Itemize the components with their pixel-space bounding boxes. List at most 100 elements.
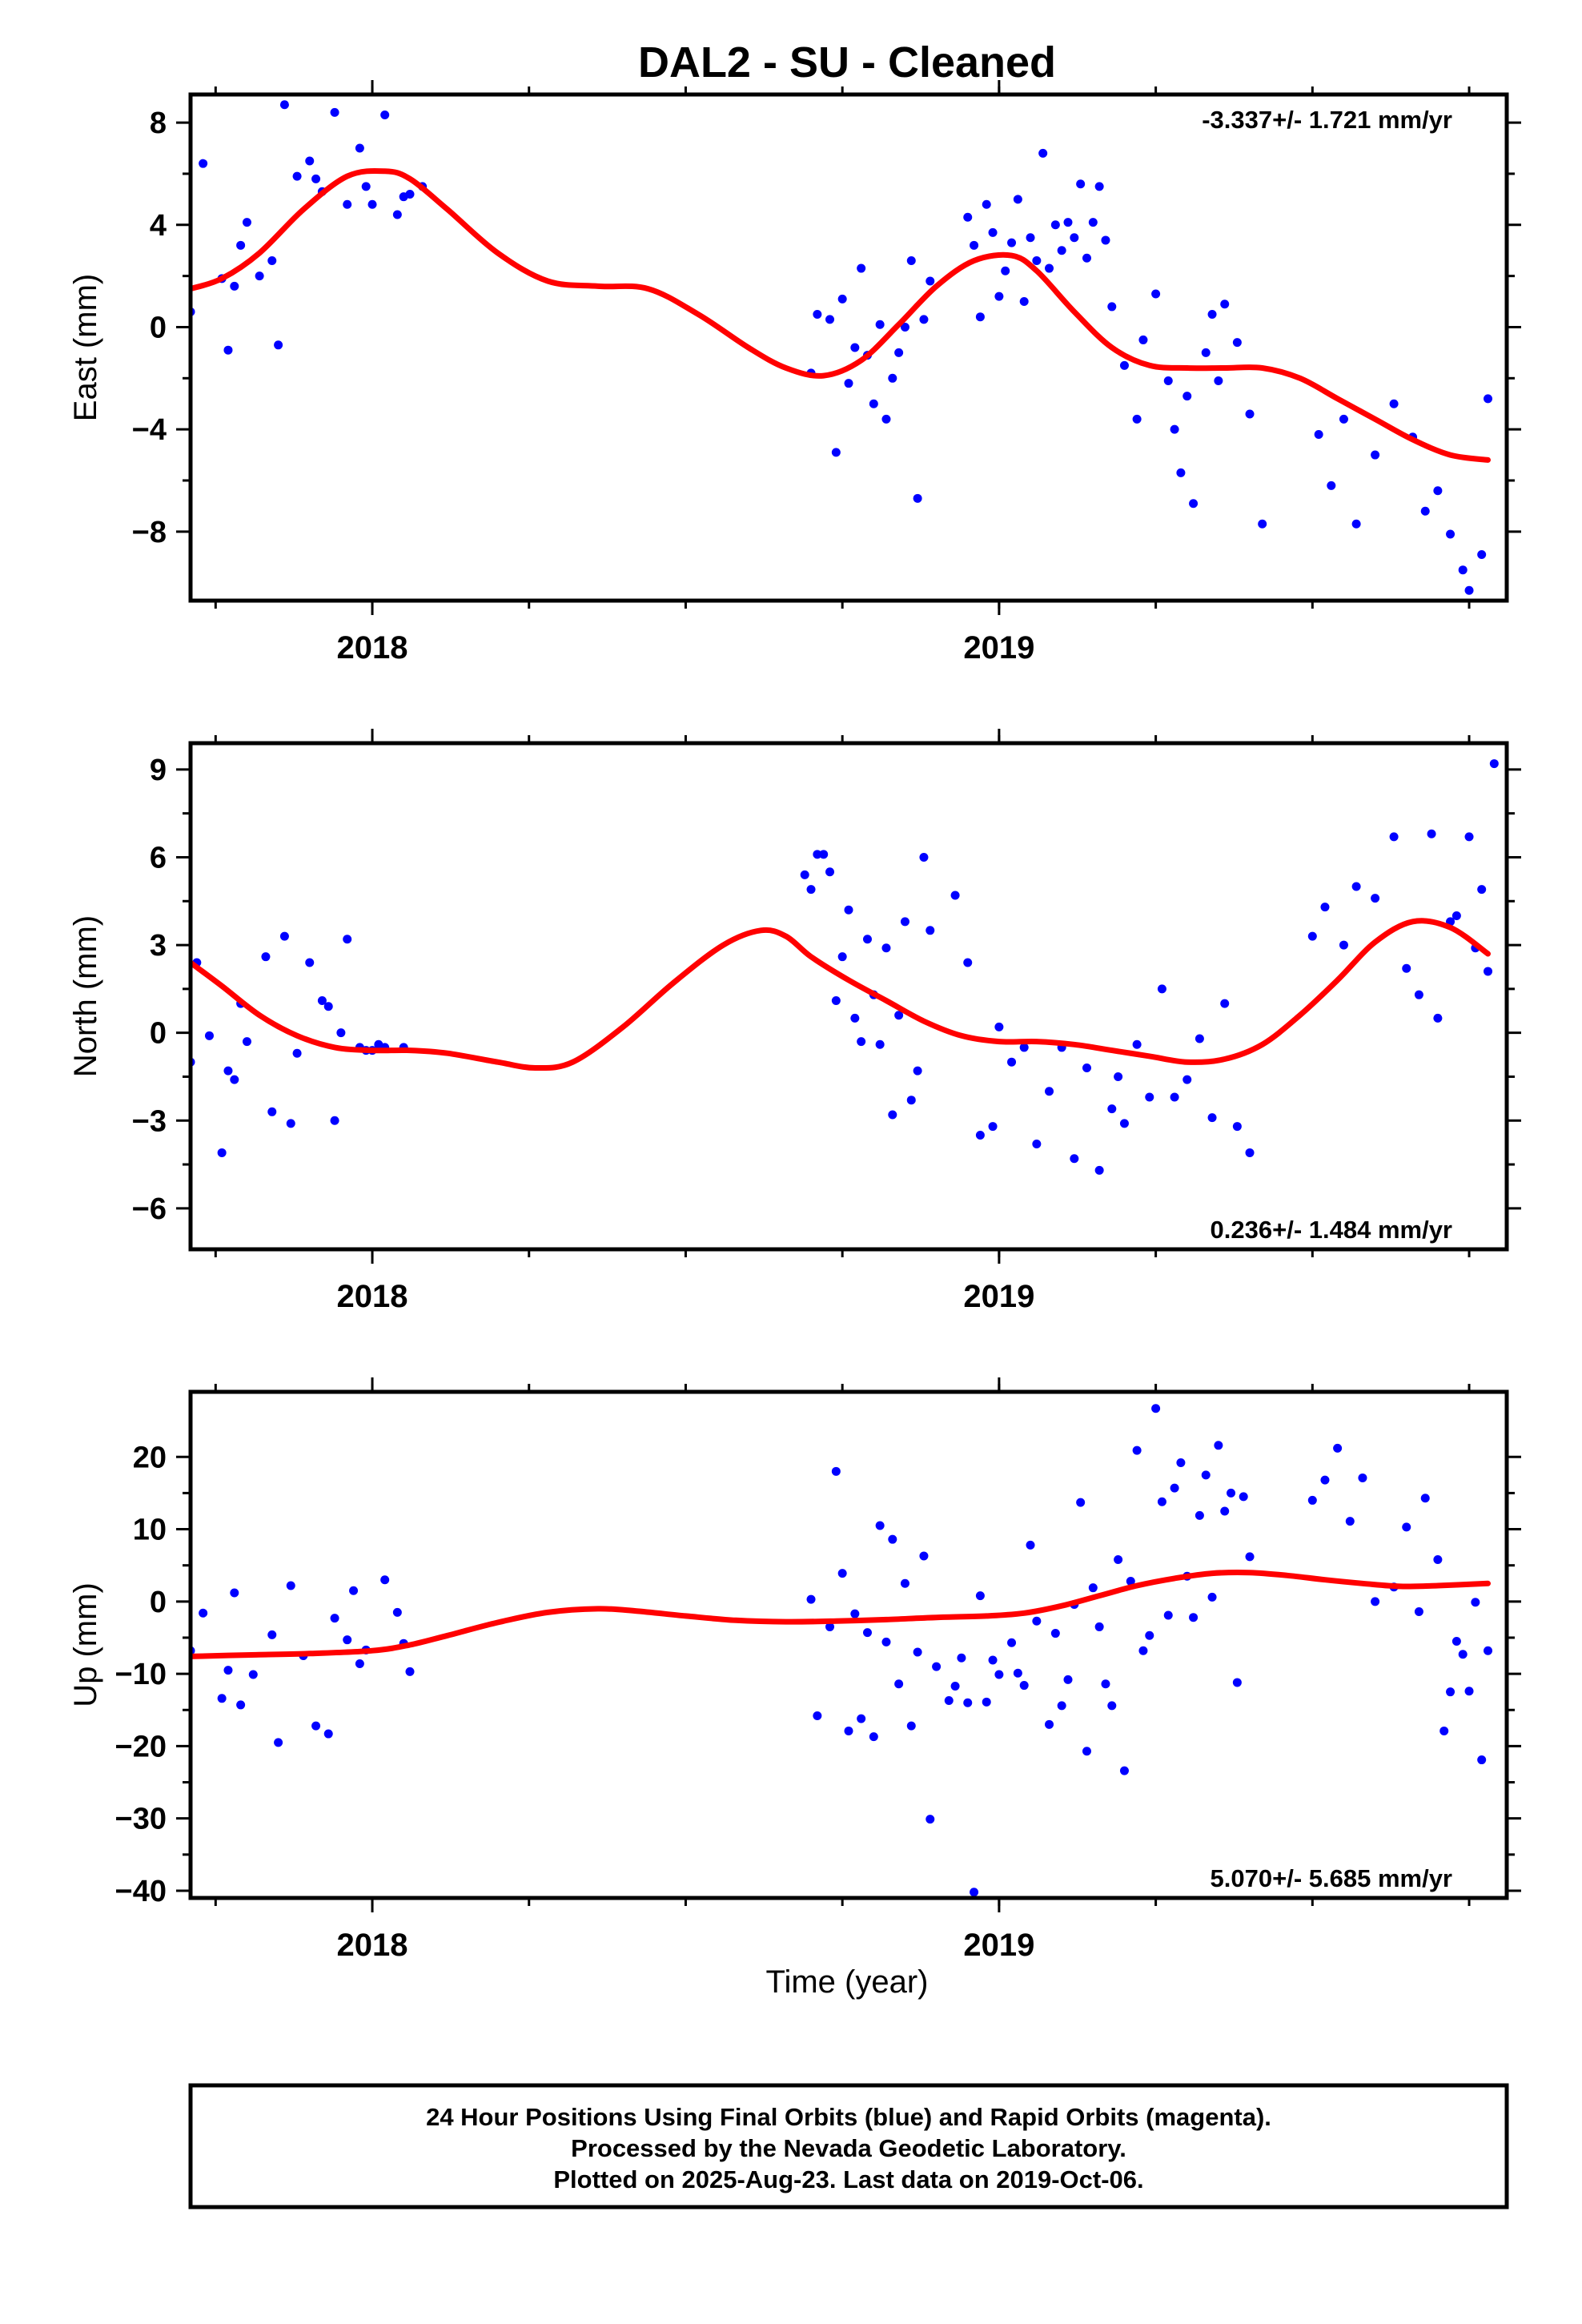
data-point [1207, 310, 1217, 320]
plot-frame [188, 741, 1509, 1252]
data-point [1207, 1592, 1217, 1602]
data-point [800, 870, 809, 879]
data-point [862, 935, 872, 944]
data-point [813, 310, 822, 320]
data-point [242, 1037, 251, 1047]
data-point [1050, 1629, 1060, 1638]
data-point [1057, 1701, 1066, 1711]
data-point [217, 1148, 227, 1157]
data-point [1227, 1488, 1236, 1498]
data-point [1220, 300, 1230, 309]
data-point [963, 1698, 973, 1707]
data-point [1414, 990, 1423, 999]
data-point [1157, 1497, 1166, 1506]
data-point [1232, 1122, 1242, 1132]
data-point [1138, 1646, 1148, 1655]
north-panel: 2018 2019 9 6 3 0 −3 −6 North (mm) 0.236+/- 1.484… [68, 729, 1521, 1314]
data-point [994, 292, 1004, 301]
data-point [255, 271, 264, 281]
data-point [305, 958, 315, 967]
y-tick-label: −30 [115, 1803, 167, 1836]
data-point [248, 1670, 258, 1679]
data-point [844, 1726, 853, 1735]
data-point [1307, 1495, 1317, 1505]
data-point [1371, 1597, 1380, 1606]
data-point [1464, 1687, 1474, 1696]
data-point [881, 1637, 891, 1647]
data-point [1070, 1154, 1079, 1164]
data-point [837, 294, 847, 304]
data-point [825, 867, 835, 877]
data-point [223, 345, 233, 355]
data-point [831, 995, 841, 1005]
footer-line-2: Processed by the Nevada Geodetic Laborat… [571, 2134, 1126, 2162]
data-point [343, 935, 352, 944]
data-point [355, 143, 364, 153]
data-point [1070, 233, 1079, 243]
data-point [1076, 179, 1086, 189]
data-point [1351, 519, 1361, 529]
data-point [1057, 246, 1066, 255]
data-point [831, 448, 841, 457]
data-point [1082, 1063, 1091, 1073]
east-panel: 2018 2019 8 4 0 −4 −8 East (mm) -3.337+/- 1.721 … [68, 80, 1521, 665]
data-point [906, 1096, 916, 1105]
data-point [1245, 409, 1255, 419]
data-point [1452, 1636, 1461, 1646]
plot-frame [188, 1389, 1509, 1900]
data-point [1371, 894, 1380, 903]
data-point [361, 182, 371, 191]
data-point [888, 373, 897, 383]
data-point [1489, 759, 1499, 769]
data-point [894, 348, 904, 357]
data-point [311, 1721, 321, 1731]
data-point [1345, 1517, 1355, 1526]
data-point [1201, 348, 1211, 357]
data-point [236, 1700, 246, 1710]
data-point [1195, 1034, 1204, 1043]
data-point [279, 100, 289, 110]
data-point [1358, 1473, 1367, 1482]
data-point [199, 1608, 208, 1618]
data-point [932, 1662, 942, 1671]
data-point [1339, 414, 1348, 424]
data-point [1176, 1458, 1186, 1467]
data-point [1045, 1719, 1054, 1729]
data-point [975, 1131, 985, 1140]
data-point [1214, 1441, 1223, 1450]
data-point [1214, 376, 1223, 385]
data-point [1189, 499, 1199, 509]
data-point [1339, 940, 1348, 950]
x-tick-label: 2019 [963, 1928, 1034, 1963]
data-point [1427, 829, 1436, 838]
data-point [1032, 1616, 1042, 1626]
data-point [330, 1614, 339, 1623]
data-point [1402, 1522, 1411, 1532]
data-point [926, 1815, 935, 1824]
data-point [1371, 450, 1380, 460]
data-point [1007, 238, 1017, 247]
data-point [926, 276, 935, 286]
data-point [405, 189, 415, 199]
data-point [906, 1721, 916, 1731]
data-point [1433, 486, 1443, 496]
footer-box [188, 2083, 1509, 2209]
data-point [330, 1116, 339, 1125]
data-point [1126, 1577, 1135, 1586]
data-point [1088, 1583, 1098, 1593]
data-point [957, 1653, 966, 1663]
y-tick-label: 0 [150, 311, 167, 344]
y-tick-label: 0 [150, 1017, 167, 1051]
data-point [317, 995, 327, 1005]
data-point [1013, 1668, 1022, 1678]
data-point [1119, 360, 1129, 370]
y-tick-label: −4 [132, 413, 167, 447]
data-point [950, 1681, 960, 1691]
data-point [881, 414, 891, 424]
data-point [1220, 1506, 1230, 1516]
data-point [1107, 1701, 1117, 1711]
data-point [1170, 424, 1179, 434]
data-point [813, 850, 822, 859]
data-point [913, 1647, 922, 1657]
data-point [274, 1738, 283, 1747]
